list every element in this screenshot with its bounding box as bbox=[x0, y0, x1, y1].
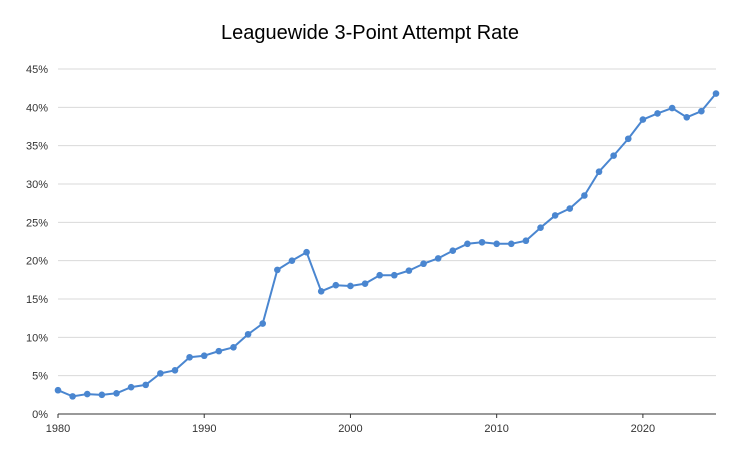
data-point bbox=[83, 390, 91, 398]
x-tick-label: 2020 bbox=[631, 423, 655, 435]
data-point bbox=[215, 347, 223, 355]
data-point bbox=[54, 386, 62, 394]
y-tick-label: 15% bbox=[26, 294, 48, 306]
data-point bbox=[98, 391, 106, 399]
x-tick-label: 1990 bbox=[192, 423, 216, 435]
axes: 0% 5% 10% 15% 20% 25% 30% 35% 40% 45% 1980 1990 2000… bbox=[26, 64, 716, 435]
data-series bbox=[54, 90, 720, 400]
data-point bbox=[566, 205, 574, 212]
data-point bbox=[259, 320, 267, 327]
y-tick-label: 0% bbox=[32, 409, 48, 421]
data-point bbox=[449, 247, 457, 254]
gridlines bbox=[58, 68, 716, 377]
y-tick-label: 45% bbox=[26, 64, 48, 76]
y-tick-label: 35% bbox=[26, 141, 48, 153]
data-point bbox=[332, 281, 340, 289]
data-point bbox=[303, 248, 310, 256]
data-point bbox=[405, 267, 413, 274]
data-point bbox=[113, 390, 120, 397]
data-point bbox=[288, 257, 296, 264]
data-point bbox=[420, 260, 427, 268]
x-tick-label: 1980 bbox=[46, 423, 70, 435]
y-tick-label: 10% bbox=[26, 332, 48, 344]
data-point bbox=[186, 353, 193, 361]
data-point bbox=[639, 116, 647, 123]
data-point bbox=[698, 107, 705, 115]
y-tick-label: 20% bbox=[26, 256, 48, 268]
data-point bbox=[376, 271, 383, 279]
x-tick-label: 2010 bbox=[484, 423, 508, 435]
data-point bbox=[522, 237, 530, 245]
data-point bbox=[244, 330, 252, 338]
series-line bbox=[57, 92, 717, 398]
data-point bbox=[581, 192, 588, 199]
data-point bbox=[171, 367, 179, 374]
data-point bbox=[464, 240, 471, 248]
data-point bbox=[624, 135, 632, 143]
data-point bbox=[668, 104, 676, 112]
data-point bbox=[683, 114, 691, 121]
data-point bbox=[391, 271, 398, 279]
data-point bbox=[712, 90, 720, 97]
data-point bbox=[200, 352, 208, 360]
data-point bbox=[478, 238, 486, 246]
data-point bbox=[142, 381, 150, 389]
data-point bbox=[654, 110, 661, 117]
y-tick-label: 30% bbox=[26, 179, 48, 191]
data-point bbox=[317, 288, 325, 295]
data-point bbox=[434, 255, 442, 262]
data-point bbox=[157, 370, 164, 377]
x-tick-label: 2000 bbox=[338, 423, 362, 435]
y-tick-label: 5% bbox=[32, 371, 48, 383]
data-point bbox=[610, 152, 617, 159]
data-point bbox=[230, 344, 237, 351]
y-tick-label: 40% bbox=[26, 102, 48, 114]
y-tick-label: 25% bbox=[26, 217, 48, 229]
data-point bbox=[551, 212, 559, 219]
data-point bbox=[274, 266, 281, 274]
data-point bbox=[347, 282, 354, 290]
data-point bbox=[595, 168, 603, 176]
data-point bbox=[507, 240, 515, 248]
data-point bbox=[127, 383, 135, 391]
chart-title: Leaguewide 3-Point Attempt Rate bbox=[221, 22, 519, 44]
data-point bbox=[361, 280, 369, 287]
data-point bbox=[69, 393, 76, 400]
data-point bbox=[537, 224, 544, 231]
data-point bbox=[493, 240, 500, 248]
